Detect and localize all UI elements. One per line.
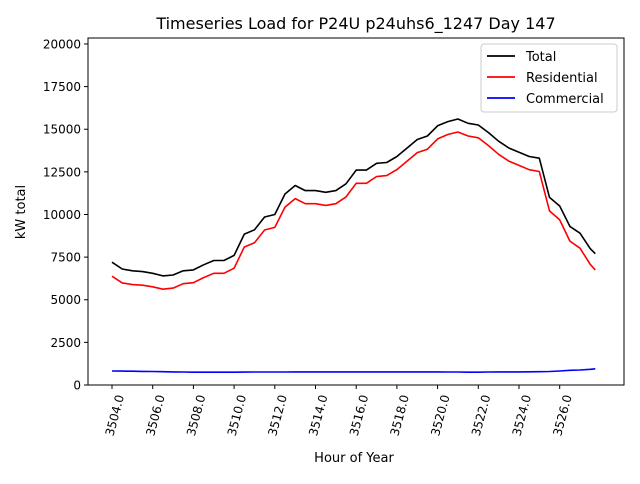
series-line-total (111, 118, 596, 277)
y-tick-label: 0 (73, 379, 81, 393)
x-axis-label: Hour of Year (314, 451, 394, 466)
y-tick-label: 10000 (43, 208, 81, 222)
x-tick-label: 3522.0 (469, 393, 493, 437)
legend-label-commercial: Commercial (526, 92, 604, 107)
y-tick-label: 20000 (43, 37, 81, 51)
x-tick-label: 3520.0 (428, 393, 452, 437)
series-line-commercial (111, 368, 596, 374)
chart-title: Timeseries Load for P24U p24uhs6_1247 Da… (155, 14, 555, 34)
x-tick-label: 3510.0 (225, 393, 249, 437)
legend: Total Residential Commercial (480, 43, 618, 113)
legend-label-residential: Residential (526, 71, 598, 86)
y-axis-label: kW total (14, 185, 29, 239)
x-tick-label: 3524.0 (510, 393, 534, 437)
x-tick-label: 3526.0 (550, 393, 574, 437)
y-tick-label: 12500 (43, 165, 81, 179)
legend-label-total: Total (525, 50, 556, 65)
x-tick-label: 3504.0 (103, 393, 127, 437)
x-tick-label: 3514.0 (306, 393, 330, 437)
x-tick-label: 3508.0 (184, 393, 208, 437)
x-tick-label: 3518.0 (388, 393, 412, 437)
y-tick-label: 7500 (50, 251, 81, 265)
y-tick-label: 15000 (43, 123, 81, 137)
series-line-residential (111, 131, 596, 291)
y-tick-label: 5000 (50, 293, 81, 307)
y-tick-label: 2500 (50, 336, 81, 350)
y-tick-label: 17500 (43, 80, 81, 94)
x-tick-label: 3516.0 (347, 393, 371, 437)
x-tick-label: 3506.0 (143, 393, 167, 437)
x-tick-label: 3512.0 (265, 393, 289, 437)
